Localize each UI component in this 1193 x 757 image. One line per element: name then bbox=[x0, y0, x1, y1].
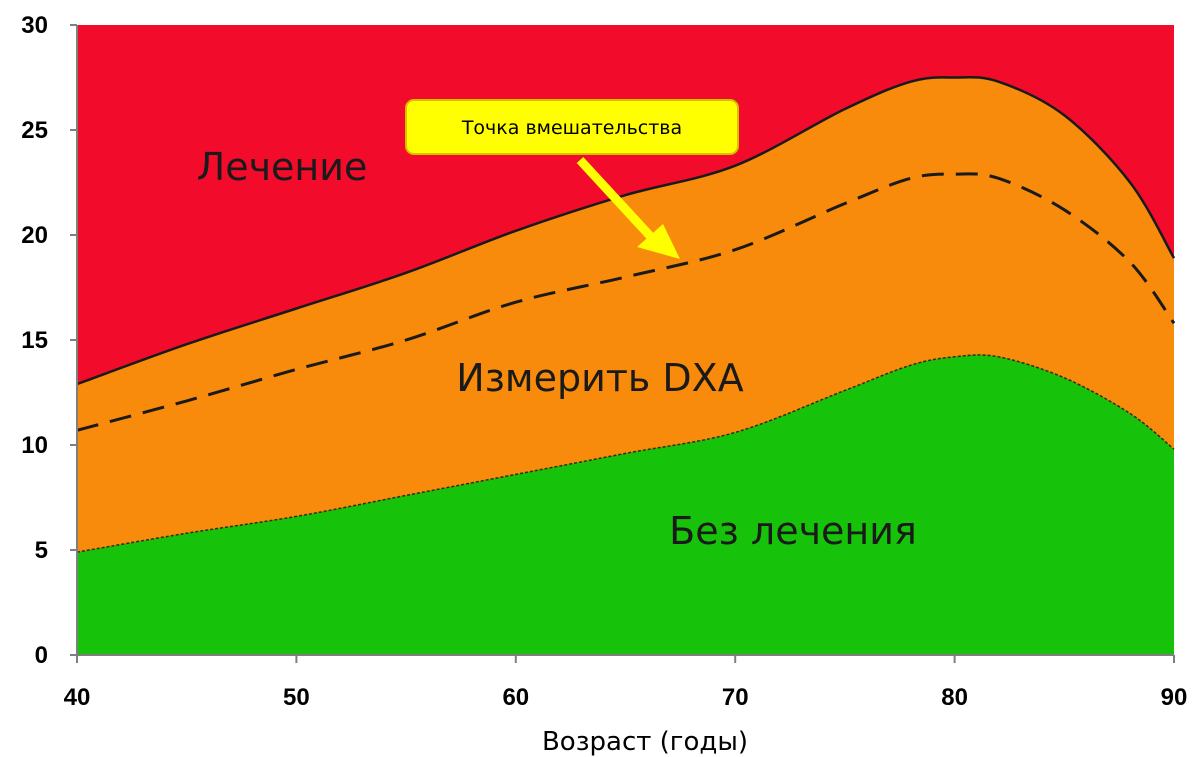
x-tick-label: 70 bbox=[722, 684, 749, 711]
x-axis-label: Возраст (годы) bbox=[542, 727, 748, 757]
y-tick-label: 30 bbox=[21, 12, 48, 39]
boundary-upper-line bbox=[76, 75, 1176, 386]
y-tick-label: 15 bbox=[21, 327, 48, 354]
series-label-measure-dxa: Измерить DXA bbox=[456, 356, 743, 400]
chart-lines bbox=[76, 75, 1176, 553]
x-tick-label: 50 bbox=[283, 684, 310, 711]
callout-text: Точка вмешательства bbox=[461, 117, 682, 139]
y-tick-label: 5 bbox=[35, 537, 48, 564]
intervention-callout: Точка вмешательства bbox=[405, 99, 739, 259]
series-label-no-treatment: Без лечения bbox=[669, 509, 917, 553]
x-tick-label: 40 bbox=[64, 684, 91, 711]
y-tick-label: 25 bbox=[21, 117, 48, 144]
x-tick-label: 90 bbox=[1161, 684, 1188, 711]
series-label-treatment: Лечение bbox=[197, 145, 368, 189]
callout-box bbox=[405, 99, 739, 155]
callout-arrow-shaft bbox=[576, 156, 655, 241]
intervention-threshold-line bbox=[76, 172, 1176, 432]
x-tick-label: 80 bbox=[941, 684, 968, 711]
chart-ticks: 0 5 10 15 20 25 30 40 50 60 70 80 90 bbox=[21, 12, 1187, 711]
y-tick-label: 0 bbox=[35, 642, 48, 669]
y-tick-label: 10 bbox=[21, 432, 48, 459]
callout-arrow-head bbox=[637, 224, 680, 259]
x-tick-label: 60 bbox=[502, 684, 529, 711]
area-no-treatment bbox=[77, 354, 1174, 655]
y-tick-label: 20 bbox=[21, 222, 48, 249]
boundary-lower-line bbox=[76, 354, 1175, 553]
